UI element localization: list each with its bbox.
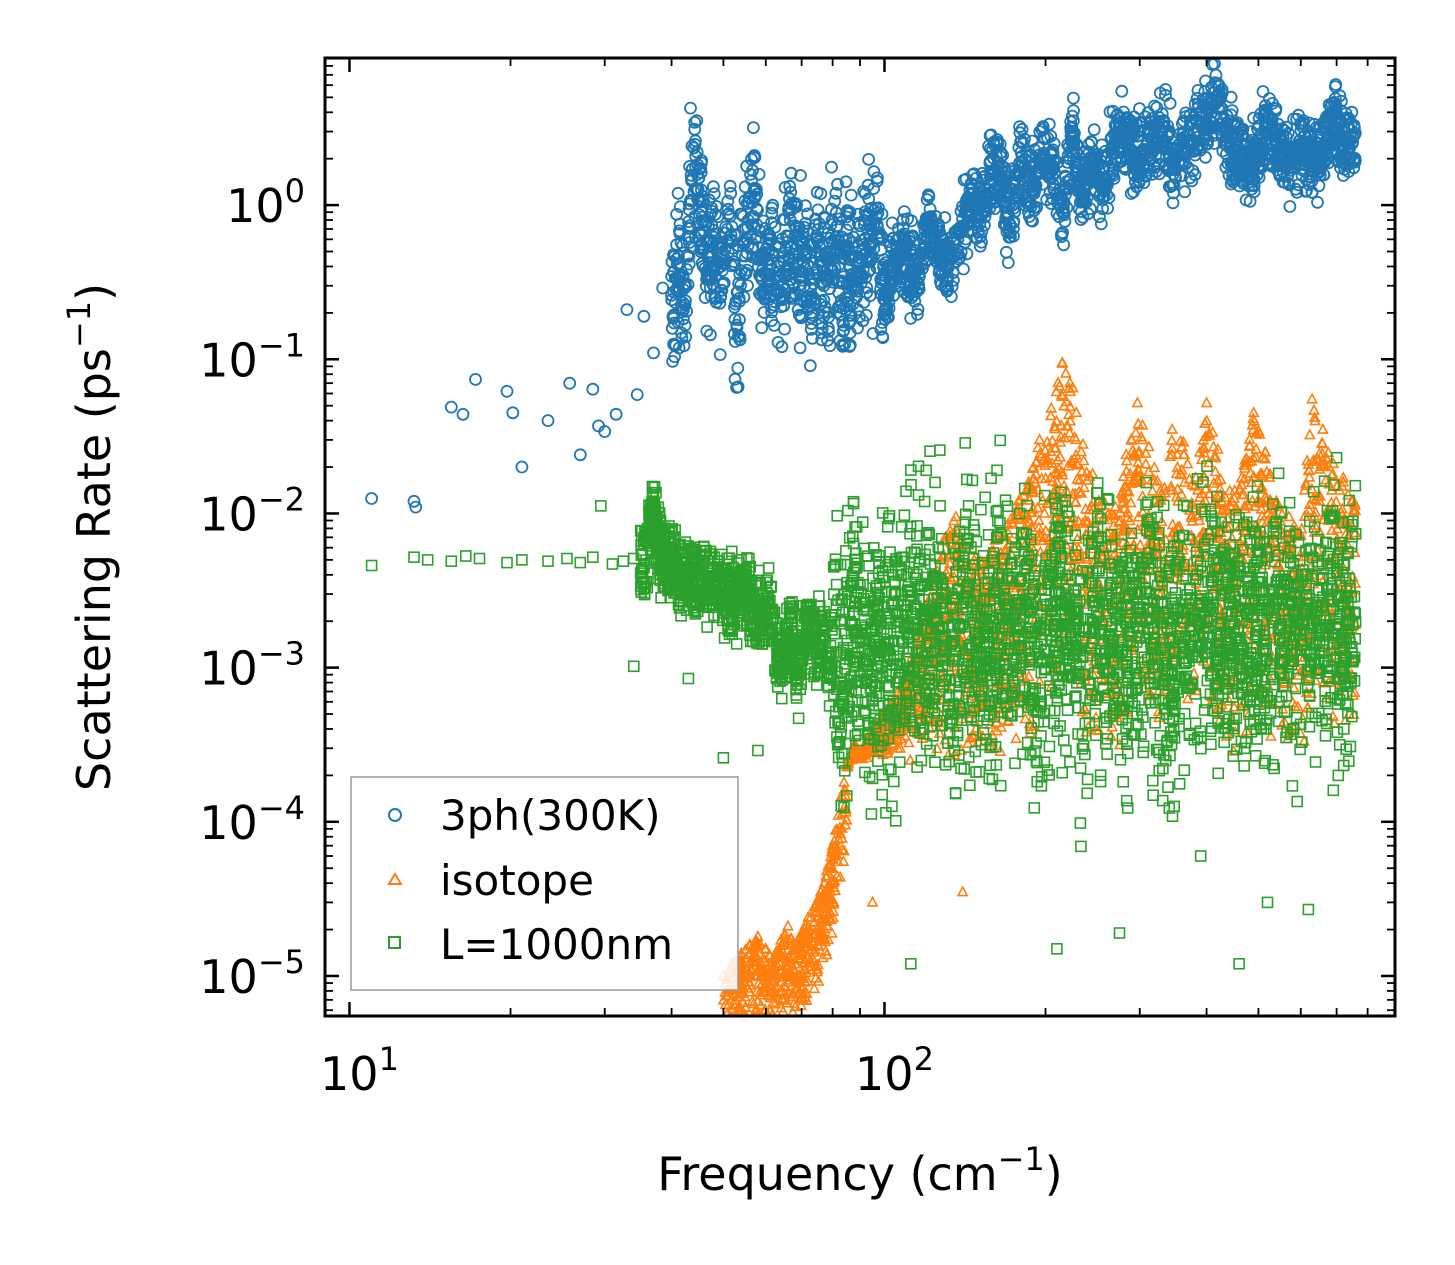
scatter-point-3ph	[768, 220, 782, 234]
scatter-point-3ph	[908, 294, 922, 308]
scatter-point-3ph	[500, 384, 514, 398]
scatter-point-3ph	[704, 328, 717, 342]
scatter-point-3ph	[825, 160, 838, 174]
scatter-point-3ph	[1148, 99, 1161, 113]
scatter-point-3ph	[637, 309, 651, 323]
scatter-point-3ph	[609, 407, 623, 421]
scatter-point-3ph	[1337, 169, 1350, 182]
scatter-point-3ph	[1067, 91, 1080, 105]
scatter-point-3ph	[765, 305, 778, 319]
data-marks	[365, 58, 1362, 1016]
scatter-point-3ph	[843, 326, 857, 340]
scatter-point-3ph	[673, 200, 687, 214]
scatter-point-3ph	[911, 302, 925, 316]
plot-area	[365, 58, 1362, 1016]
scatter-point-3ph	[1166, 196, 1180, 210]
scatter-point-3ph	[806, 331, 819, 345]
scatter-point-3ph	[620, 303, 634, 317]
scatter-point-3ph	[803, 359, 817, 373]
scatter-point-3ph	[409, 500, 423, 514]
scatter-point-3ph	[573, 448, 587, 462]
scatter-point-3ph	[741, 279, 754, 293]
scatter-point-3ph	[722, 207, 736, 221]
scatter-point-3ph	[506, 406, 520, 420]
scatter-point-3ph	[839, 175, 853, 189]
scatter-point-3ph	[444, 400, 458, 414]
scatter-point-3ph	[656, 281, 670, 295]
scatter-point-3ph	[365, 492, 379, 505]
scatter-point-3ph	[700, 324, 714, 338]
scatter-point-3ph	[563, 376, 577, 390]
scatter-point-3ph	[872, 201, 885, 215]
scatter-point-3ph	[1311, 195, 1324, 209]
scatter-point-3ph	[586, 382, 600, 396]
scatter-point-3ph	[1065, 109, 1079, 123]
scatter-point-3ph	[647, 346, 660, 360]
scatter-point-3ph	[407, 494, 421, 508]
scatter-point-3ph	[515, 460, 529, 474]
scatter-point-3ph	[598, 425, 612, 438]
scatter-point-3ph	[713, 348, 727, 362]
scatter-point-3ph	[684, 101, 697, 115]
scatter-point-3ph	[1096, 202, 1110, 216]
scatter-point-3ph	[469, 372, 482, 386]
scatter-point-3ph	[630, 388, 644, 402]
scatter-point-3ph	[1093, 210, 1106, 224]
scatter-point-3ph	[831, 177, 844, 191]
scatter-point-3ph	[858, 186, 872, 200]
scatter-point-3ph	[671, 186, 685, 200]
scatter-point-3ph	[456, 407, 470, 421]
scatter-point-3ph	[688, 116, 702, 129]
scatter-point-3ph	[541, 414, 555, 428]
scatter-point-3ph	[721, 194, 735, 208]
